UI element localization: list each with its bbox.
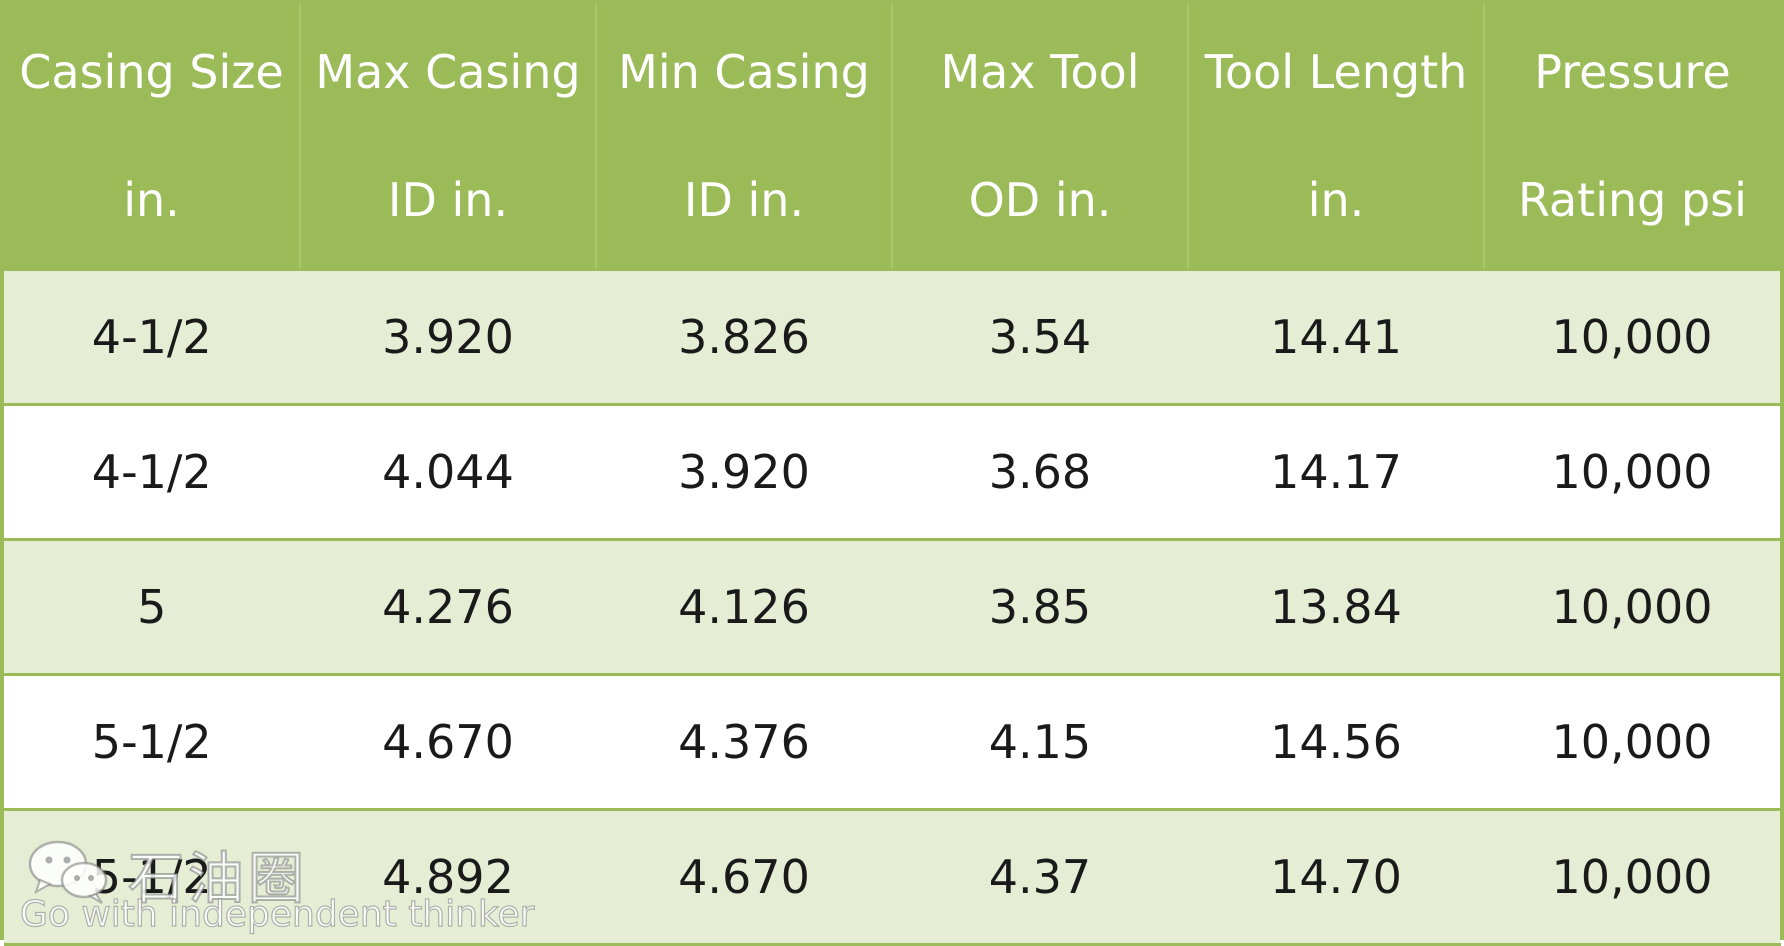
cell-casing-size: 4-1/2 [4,403,300,540]
cell-tool-length: 14.17 [1188,403,1484,540]
header-min-casing-id-line1: Min Casing [618,45,870,99]
cell-pressure-rating: 10,000 [1484,403,1780,540]
cell-max-casing-id: 4.044 [300,403,596,540]
cell-min-casing-id: 4.670 [596,808,892,946]
header-max-tool-od-line1: Max Tool [940,45,1140,99]
header-casing-size: Casing Size in. [4,4,301,270]
cell-min-casing-id: 3.920 [596,403,892,540]
cell-max-tool-od: 4.15 [892,673,1188,810]
header-max-casing-id-line2: ID in. [387,173,509,227]
cell-casing-size: 5-1/2 [4,673,300,810]
header-pressure-rating: Pressure Rating psi [1484,4,1780,270]
table-row: 5-1/2 4.892 4.670 4.37 14.70 10,000 [4,808,1780,946]
cell-tool-length: 13.84 [1188,538,1484,675]
cell-min-casing-id: 4.126 [596,538,892,675]
table-row: 4-1/2 4.044 3.920 3.68 14.17 10,000 [4,403,1780,540]
header-tool-length-line1: Tool Length [1204,45,1468,99]
cell-min-casing-id: 3.826 [596,268,892,405]
table-row: 4-1/2 3.920 3.826 3.54 14.41 10,000 [4,268,1780,405]
header-max-casing-id: Max Casing ID in. [300,4,597,270]
cell-max-tool-od: 3.68 [892,403,1188,540]
header-pressure-rating-line2: Rating psi [1518,173,1747,227]
header-row: Casing Size in. Max Casing ID in. Min Ca… [4,4,1780,270]
cell-max-tool-od: 4.37 [892,808,1188,946]
cell-max-casing-id: 4.670 [300,673,596,810]
cell-casing-size: 5-1/2 [4,808,300,946]
header-max-tool-od-line2: OD in. [968,173,1112,227]
spec-table-container: Casing Size in. Max Casing ID in. Min Ca… [4,4,1780,946]
header-pressure-rating-line1: Pressure [1534,45,1731,99]
header-tool-length-line2: in. [1307,173,1365,227]
cell-tool-length: 14.56 [1188,673,1484,810]
table-body: 4-1/2 3.920 3.826 3.54 14.41 10,000 4-1/… [4,268,1780,946]
cell-min-casing-id: 4.376 [596,673,892,810]
table-header: Casing Size in. Max Casing ID in. Min Ca… [4,4,1780,270]
table-row: 5 4.276 4.126 3.85 13.84 10,000 [4,538,1780,675]
cell-pressure-rating: 10,000 [1484,808,1780,946]
cell-tool-length: 14.41 [1188,268,1484,405]
casing-spec-table: Casing Size in. Max Casing ID in. Min Ca… [4,4,1781,946]
cell-max-casing-id: 4.892 [300,808,596,946]
table-border-right [1780,0,1784,940]
header-casing-size-line2: in. [123,173,180,227]
table-border-left [0,0,4,940]
table-row: 5-1/2 4.670 4.376 4.15 14.56 10,000 [4,673,1780,810]
cell-max-casing-id: 3.920 [300,268,596,405]
cell-max-tool-od: 3.85 [892,538,1188,675]
header-max-casing-id-line1: Max Casing [315,45,581,99]
cell-max-tool-od: 3.54 [892,268,1188,405]
header-min-casing-id-line2: ID in. [683,173,805,227]
cell-pressure-rating: 10,000 [1484,268,1780,405]
cell-pressure-rating: 10,000 [1484,538,1780,675]
cell-pressure-rating: 10,000 [1484,673,1780,810]
header-tool-length: Tool Length in. [1188,4,1485,270]
header-max-tool-od: Max Tool OD in. [892,4,1189,270]
header-min-casing-id: Min Casing ID in. [596,4,893,270]
cell-casing-size: 4-1/2 [4,268,300,405]
table-border-top [0,0,1784,4]
cell-max-casing-id: 4.276 [300,538,596,675]
cell-tool-length: 14.70 [1188,808,1484,946]
header-casing-size-line1: Casing Size [19,45,284,99]
cell-casing-size: 5 [4,538,300,675]
